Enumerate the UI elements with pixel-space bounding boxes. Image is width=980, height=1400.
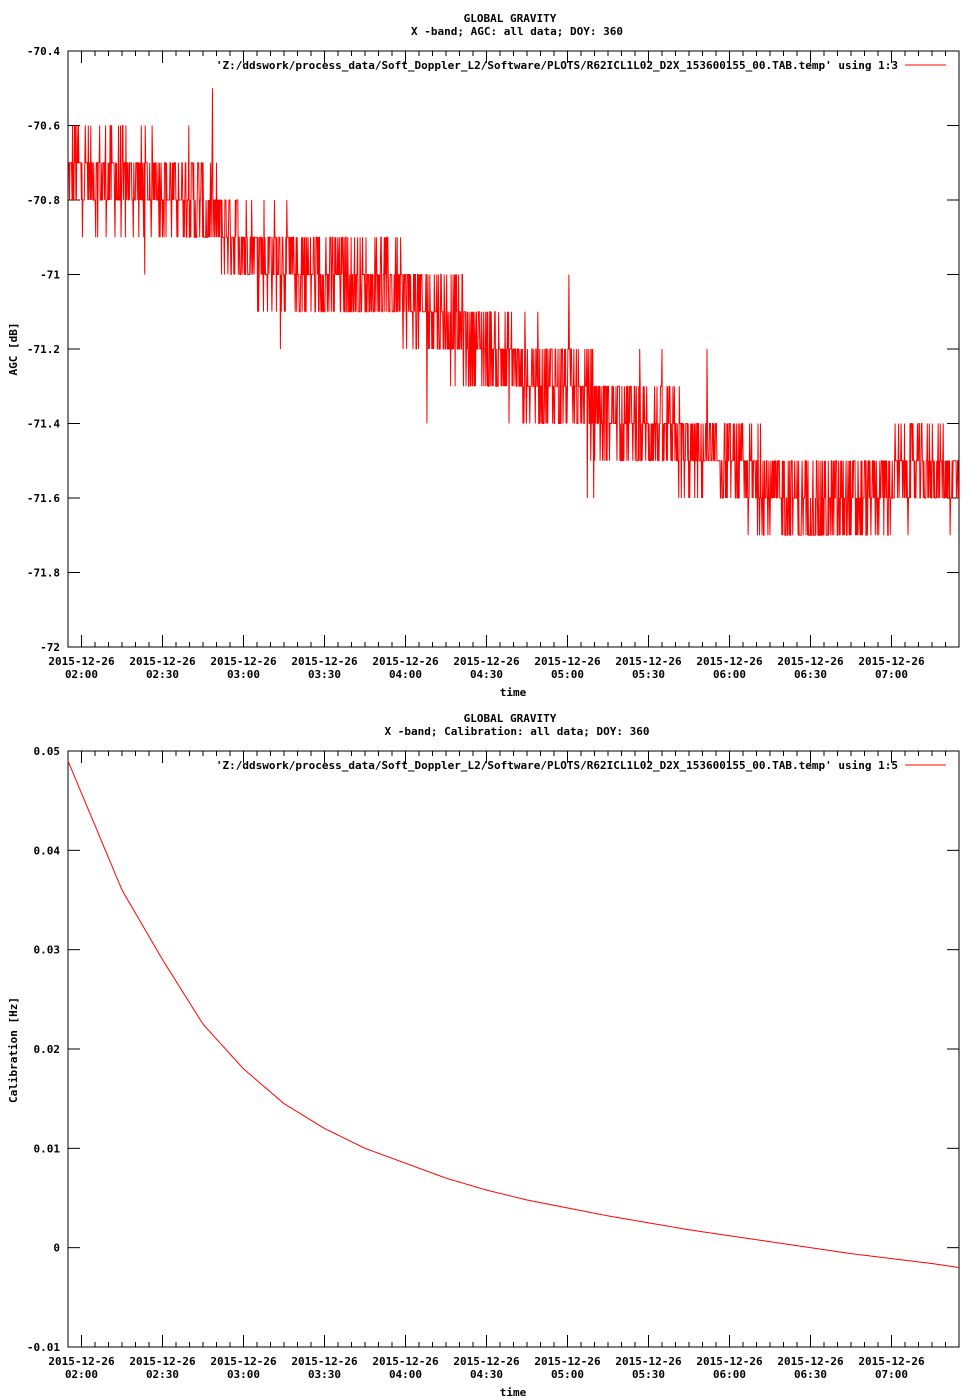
y-axis-label: AGC [dB] <box>7 323 20 376</box>
x-tick-label-time: 03:30 <box>308 668 341 681</box>
x-tick-label-time: 02:00 <box>65 668 98 681</box>
x-tick-label-date: 2015-12-26 <box>372 655 439 668</box>
y-tick-label: 0.05 <box>34 745 61 758</box>
x-tick-label-date: 2015-12-26 <box>129 655 196 668</box>
x-tick-label-time: 05:30 <box>632 668 665 681</box>
y-tick-label: -72 <box>40 641 60 654</box>
series-line <box>68 88 959 536</box>
chart-title: GLOBAL GRAVITY <box>464 712 557 725</box>
x-tick-label-date: 2015-12-26 <box>291 1355 358 1368</box>
legend-label: 'Z:/ddswork/process_data/Soft_Doppler_L2… <box>216 59 898 72</box>
y-tick-label: -70.8 <box>27 194 60 207</box>
series-layer <box>68 88 959 536</box>
x-tick-label-time: 05:00 <box>551 1368 584 1381</box>
x-tick-label-date: 2015-12-26 <box>534 655 601 668</box>
plot-frame <box>67 750 960 1348</box>
y-ticks: -70.4 -70.6 -70.8 -71 -71.2 -71.4 -71.6 -71.8 -7… <box>27 45 959 654</box>
y-tick-label: 0.04 <box>34 844 61 857</box>
calibration-chart: GLOBAL GRAVITY X -band; Calibration: all… <box>7 712 960 1399</box>
x-tick-label-time: 02:00 <box>65 1368 98 1381</box>
x-tick-label-time: 03:30 <box>308 1368 341 1381</box>
y-tick-label: -71 <box>40 269 60 282</box>
x-tick-label-date: 2015-12-26 <box>615 655 682 668</box>
x-tick-label-time: 04:30 <box>470 1368 503 1381</box>
y-tick-label: -0.01 <box>27 1341 60 1354</box>
x-tick-label-date: 2015-12-26 <box>129 1355 196 1368</box>
y-tick-label: -71.4 <box>27 418 60 431</box>
chart-subtitle: X -band; Calibration: all data; DOY: 360 <box>385 725 650 738</box>
x-tick-label-time: 04:00 <box>389 1368 422 1381</box>
x-tick-label-date: 2015-12-26 <box>48 655 115 668</box>
x-tick-label-time: 06:30 <box>794 668 827 681</box>
x-tick-label-date: 2015-12-26 <box>453 655 520 668</box>
x-tick-label-time: 04:00 <box>389 668 422 681</box>
legend-label: 'Z:/ddswork/process_data/Soft_Doppler_L2… <box>216 759 898 772</box>
agc-chart: GLOBAL GRAVITY X -band; AGC: all data; D… <box>7 12 960 699</box>
x-tick-label-date: 2015-12-26 <box>291 655 358 668</box>
x-ticks: 2015-12-2602:002015-12-2602:302015-12-26… <box>48 51 960 681</box>
x-tick-label-date: 2015-12-26 <box>696 1355 763 1368</box>
x-tick-label-date: 2015-12-26 <box>534 1355 601 1368</box>
y-tick-label: -71.8 <box>27 567 60 580</box>
y-tick-label: -70.6 <box>27 120 60 133</box>
y-tick-label: -71.2 <box>27 343 60 356</box>
x-tick-label-time: 03:00 <box>227 1368 260 1381</box>
x-tick-label-time: 02:30 <box>146 668 179 681</box>
x-tick-label-time: 07:00 <box>875 1368 908 1381</box>
x-tick-label-date: 2015-12-26 <box>210 1355 277 1368</box>
x-tick-label-date: 2015-12-26 <box>858 1355 925 1368</box>
x-tick-label-date: 2015-12-26 <box>372 1355 439 1368</box>
x-tick-label-date: 2015-12-26 <box>615 1355 682 1368</box>
x-axis-label: time <box>500 686 527 699</box>
x-axis-label: time <box>500 1386 527 1399</box>
x-tick-label-date: 2015-12-26 <box>777 1355 844 1368</box>
chart-subtitle: X -band; AGC: all data; DOY: 360 <box>411 25 623 38</box>
y-ticks: 0.05 0.04 0.03 0.02 0.01 0 -0.01 <box>27 745 959 1354</box>
y-tick-label: 0.02 <box>34 1043 61 1056</box>
y-tick-label: -71.6 <box>27 492 60 505</box>
x-tick-label-time: 06:00 <box>713 668 746 681</box>
x-tick-label-time: 06:00 <box>713 1368 746 1381</box>
y-tick-label: -70.4 <box>27 45 60 58</box>
x-tick-label-time: 04:30 <box>470 668 503 681</box>
series-line <box>67 760 960 1269</box>
x-tick-label-date: 2015-12-26 <box>453 1355 520 1368</box>
x-ticks: 2015-12-2602:002015-12-2602:302015-12-26… <box>48 751 960 1381</box>
x-tick-label-date: 2015-12-26 <box>777 655 844 668</box>
y-tick-label: 0.03 <box>34 944 61 957</box>
x-tick-label-time: 05:00 <box>551 668 584 681</box>
y-tick-label: 0 <box>53 1242 60 1255</box>
x-tick-label-date: 2015-12-26 <box>210 655 277 668</box>
x-tick-label-time: 03:00 <box>227 668 260 681</box>
x-tick-label-time: 05:30 <box>632 1368 665 1381</box>
x-tick-label-date: 2015-12-26 <box>48 1355 115 1368</box>
series-layer <box>67 760 960 1269</box>
chart-title: GLOBAL GRAVITY <box>464 12 557 25</box>
x-tick-label-date: 2015-12-26 <box>696 655 763 668</box>
y-axis-label-rot: Calibration [Hz] <box>7 997 20 1103</box>
x-tick-label-time: 02:30 <box>146 1368 179 1381</box>
y-tick-label: 0.01 <box>34 1142 61 1155</box>
x-tick-label-time: 07:00 <box>875 668 908 681</box>
x-tick-label-date: 2015-12-26 <box>858 655 925 668</box>
x-tick-label-time: 06:30 <box>794 1368 827 1381</box>
